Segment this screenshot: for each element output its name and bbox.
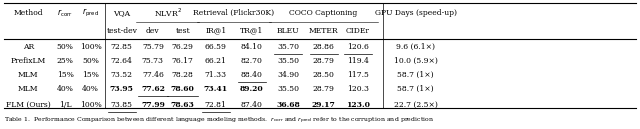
- Text: 120.6: 120.6: [347, 43, 369, 51]
- Text: 35.70: 35.70: [277, 43, 299, 51]
- Text: 58.7 (1×): 58.7 (1×): [397, 71, 434, 79]
- Text: 73.85: 73.85: [111, 101, 132, 109]
- Text: 50%: 50%: [57, 43, 74, 51]
- Text: 9.6 (6.1×): 9.6 (6.1×): [396, 43, 435, 51]
- Text: METER: METER: [309, 27, 339, 35]
- Text: 66.59: 66.59: [205, 43, 227, 51]
- Text: $r_\mathrm{pred}$: $r_\mathrm{pred}$: [82, 7, 99, 19]
- Text: 28.86: 28.86: [313, 43, 335, 51]
- Text: 77.99: 77.99: [141, 101, 164, 109]
- Text: 73.52: 73.52: [111, 71, 132, 79]
- Text: 73.41: 73.41: [204, 85, 228, 93]
- Text: 40%: 40%: [82, 85, 99, 93]
- Text: Retrieval (Flickr30K): Retrieval (Flickr30K): [193, 9, 275, 17]
- Text: 88.40: 88.40: [241, 71, 263, 79]
- Text: VQA: VQA: [113, 9, 131, 17]
- Text: 28.79: 28.79: [313, 57, 335, 65]
- Text: 36.68: 36.68: [276, 101, 300, 109]
- Text: 15%: 15%: [57, 71, 74, 79]
- Text: 71.33: 71.33: [205, 71, 227, 79]
- Text: dev: dev: [146, 27, 159, 35]
- Text: 89.20: 89.20: [240, 85, 264, 93]
- Text: 15%: 15%: [82, 71, 99, 79]
- Text: 34.90: 34.90: [277, 71, 299, 79]
- Text: 78.28: 78.28: [172, 71, 194, 79]
- Text: AR: AR: [23, 43, 34, 51]
- Text: 1/L: 1/L: [59, 101, 72, 109]
- Text: BLEU: BLEU: [276, 27, 300, 35]
- Text: 72.64: 72.64: [111, 57, 132, 65]
- Text: 72.85: 72.85: [111, 43, 132, 51]
- Text: 10.0 (5.9×): 10.0 (5.9×): [394, 57, 438, 65]
- Text: 50%: 50%: [82, 57, 99, 65]
- Text: 100%: 100%: [80, 43, 102, 51]
- Text: test-dev: test-dev: [106, 27, 137, 35]
- Text: 76.17: 76.17: [172, 57, 194, 65]
- Text: test: test: [175, 27, 190, 35]
- Text: 29.17: 29.17: [312, 101, 335, 109]
- Text: NLVR$^2$: NLVR$^2$: [154, 7, 182, 19]
- Text: IR@1: IR@1: [205, 27, 227, 35]
- Text: 66.21: 66.21: [205, 57, 227, 65]
- Text: 100%: 100%: [80, 101, 102, 109]
- Text: 28.50: 28.50: [313, 71, 335, 79]
- Text: 35.50: 35.50: [277, 85, 299, 93]
- Text: 72.81: 72.81: [205, 101, 227, 109]
- Text: TR@1: TR@1: [240, 27, 264, 35]
- Text: 78.63: 78.63: [171, 101, 195, 109]
- Text: Table 1.  Performance Comparison between different language modeling methods.  $: Table 1. Performance Comparison between …: [4, 116, 435, 127]
- Text: MLM: MLM: [18, 71, 38, 79]
- Text: 77.62: 77.62: [141, 85, 164, 93]
- Text: FLM (Ours): FLM (Ours): [6, 101, 51, 109]
- Text: 120.3: 120.3: [347, 85, 369, 93]
- Text: 35.50: 35.50: [277, 57, 299, 65]
- Text: 76.29: 76.29: [172, 43, 194, 51]
- Text: 40%: 40%: [57, 85, 74, 93]
- Text: 25%: 25%: [57, 57, 74, 65]
- Text: $r_\mathrm{corr}$: $r_\mathrm{corr}$: [58, 7, 73, 19]
- Text: 117.5: 117.5: [347, 71, 369, 79]
- Text: COCO Captioning: COCO Captioning: [289, 9, 357, 17]
- Text: CIDEr: CIDEr: [346, 27, 370, 35]
- Text: MLM: MLM: [18, 85, 38, 93]
- Text: 119.4: 119.4: [347, 57, 369, 65]
- Text: 75.73: 75.73: [142, 57, 164, 65]
- Text: 123.0: 123.0: [346, 101, 370, 109]
- Text: 75.79: 75.79: [142, 43, 164, 51]
- Text: 87.40: 87.40: [241, 101, 263, 109]
- Text: 22.7 (2.5×): 22.7 (2.5×): [394, 101, 438, 109]
- Text: 73.95: 73.95: [110, 85, 134, 93]
- Text: PrefixLM: PrefixLM: [11, 57, 46, 65]
- Text: GPU Days (speed-up): GPU Days (speed-up): [375, 9, 457, 17]
- Text: 28.79: 28.79: [313, 85, 335, 93]
- Text: 84.10: 84.10: [241, 43, 263, 51]
- Text: 58.7 (1×): 58.7 (1×): [397, 85, 434, 93]
- Text: 82.70: 82.70: [241, 57, 263, 65]
- Text: 78.60: 78.60: [171, 85, 195, 93]
- Text: 77.46: 77.46: [142, 71, 164, 79]
- Text: Method: Method: [13, 9, 43, 17]
